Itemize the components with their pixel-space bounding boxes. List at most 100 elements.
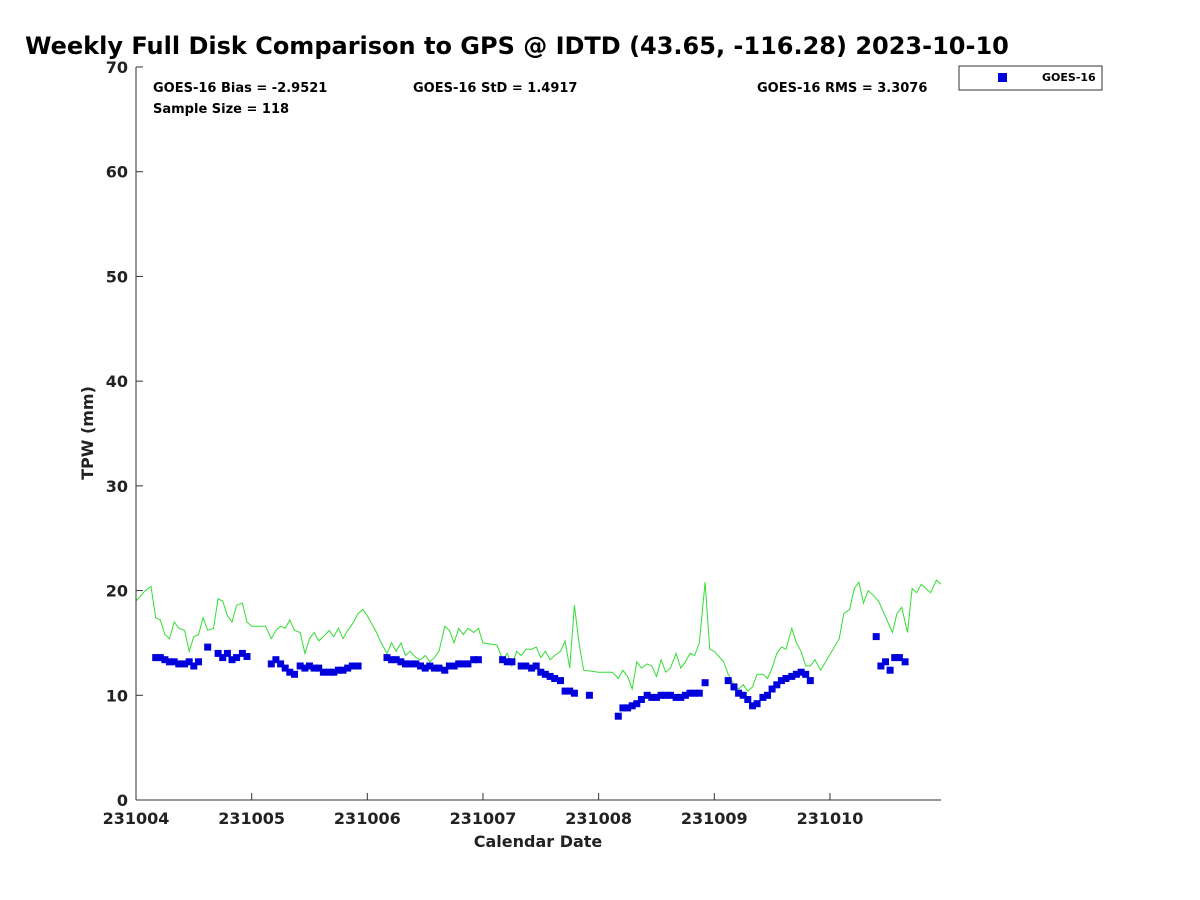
goes16-point xyxy=(749,702,756,710)
goes16-point xyxy=(730,683,738,691)
goes16-point xyxy=(648,693,656,701)
goes16-point xyxy=(546,672,554,680)
goes16-point xyxy=(319,668,327,676)
goes16-point xyxy=(628,702,636,710)
x-tick-label: 231008 xyxy=(565,809,632,828)
y-ticks: 0 10 20 30 40 50 60 70 xyxy=(106,58,143,810)
goes16-point xyxy=(528,664,536,672)
goes16-point xyxy=(672,693,680,701)
goes16-point xyxy=(267,660,275,668)
goes16-point xyxy=(806,677,814,685)
goes16-point xyxy=(777,677,785,685)
goes16-point xyxy=(797,668,805,676)
goes16-point xyxy=(195,658,202,666)
goes16-point xyxy=(238,649,246,657)
stat-std: GOES-16 StD = 1.4917 xyxy=(413,81,577,96)
goes16-point xyxy=(701,679,709,687)
goes16-point xyxy=(643,691,651,699)
goes16-point xyxy=(537,668,545,676)
goes16-point xyxy=(445,662,453,670)
goes16-point xyxy=(686,689,694,697)
goes16-point xyxy=(175,660,183,668)
x-tick-label: 231010 xyxy=(797,809,864,828)
goes16-point xyxy=(666,691,674,699)
y-axis-label: TPW (mm) xyxy=(78,386,97,480)
x-tick-label: 231009 xyxy=(681,809,748,828)
goes16-point-layer xyxy=(152,633,909,720)
y-tick-label: 40 xyxy=(106,372,128,391)
goes16-point xyxy=(334,666,342,674)
goes16-point xyxy=(306,662,313,670)
goes16-point xyxy=(455,660,463,668)
goes16-point xyxy=(286,668,294,676)
goes16-point xyxy=(339,666,347,674)
goes16-point xyxy=(886,666,894,674)
goes16-point xyxy=(773,681,781,689)
gps-tpw-line xyxy=(135,579,942,692)
goes16-point xyxy=(281,664,289,672)
goes16-point xyxy=(724,677,732,685)
goes16-point xyxy=(532,662,540,670)
goes16-point xyxy=(891,654,899,662)
goes16-point xyxy=(426,662,434,670)
goes16-point xyxy=(691,689,699,697)
goes16-point xyxy=(330,668,338,676)
goes16-point xyxy=(744,696,752,703)
goes16-point xyxy=(877,662,885,670)
goes16-point xyxy=(406,660,414,668)
plot-area xyxy=(136,67,941,800)
legend-marker-goes16 xyxy=(998,73,1007,82)
goes16-point xyxy=(315,664,323,672)
y-tick-label: 70 xyxy=(106,58,128,77)
goes16-point xyxy=(152,654,160,662)
stat-bias: GOES-16 Bias = -2.9521 xyxy=(153,81,327,96)
goes16-point xyxy=(464,660,472,668)
y-tick-label: 60 xyxy=(106,163,128,182)
goes16-point xyxy=(214,649,222,657)
legend-label-goes16: GOES-16 xyxy=(1042,71,1096,84)
goes16-point xyxy=(204,643,212,651)
goes16-point xyxy=(421,664,429,672)
goes16-point xyxy=(508,658,516,666)
y-tick-label: 20 xyxy=(106,582,128,601)
goes16-point xyxy=(657,691,665,699)
goes16-point xyxy=(190,662,198,670)
goes16-point xyxy=(788,672,796,680)
goes16-point xyxy=(383,654,391,662)
x-tick-label: 231006 xyxy=(334,809,401,828)
gps-line-layer xyxy=(135,579,942,692)
goes16-point xyxy=(228,656,236,664)
stat-sample-size: Sample Size = 118 xyxy=(153,102,289,117)
chart-title: Weekly Full Disk Comparison to GPS @ IDT… xyxy=(25,32,1009,60)
goes16-point xyxy=(181,660,189,668)
goes16-point xyxy=(662,691,670,699)
goes16-point xyxy=(503,658,511,666)
y-tick-label: 0 xyxy=(117,791,128,810)
goes16-point xyxy=(637,696,645,703)
goes16-point xyxy=(417,662,424,670)
goes16-point xyxy=(470,656,478,664)
goes16-point xyxy=(161,656,169,664)
goes16-point xyxy=(325,668,333,676)
goes16-point xyxy=(412,660,420,668)
goes16-point xyxy=(619,704,627,712)
x-tick-label: 231005 xyxy=(218,809,285,828)
goes16-point xyxy=(430,664,438,672)
goes16-point xyxy=(614,712,622,720)
goes16-point xyxy=(310,664,318,672)
goes16-point xyxy=(219,654,227,662)
x-axis-label: Calendar Date xyxy=(474,832,603,851)
goes16-point xyxy=(557,677,564,685)
goes16-point xyxy=(585,691,593,699)
goes16-point xyxy=(348,662,356,670)
goes16-point xyxy=(695,689,703,697)
goes16-point xyxy=(459,660,467,668)
goes16-point xyxy=(243,653,251,660)
goes16-point xyxy=(681,691,689,699)
goes16-point xyxy=(802,670,810,678)
goes16-point xyxy=(551,675,559,682)
legend: GOES-16 xyxy=(958,65,1103,91)
goes16-point xyxy=(739,691,747,699)
goes16-point xyxy=(541,670,549,678)
goes16-point xyxy=(895,654,903,662)
